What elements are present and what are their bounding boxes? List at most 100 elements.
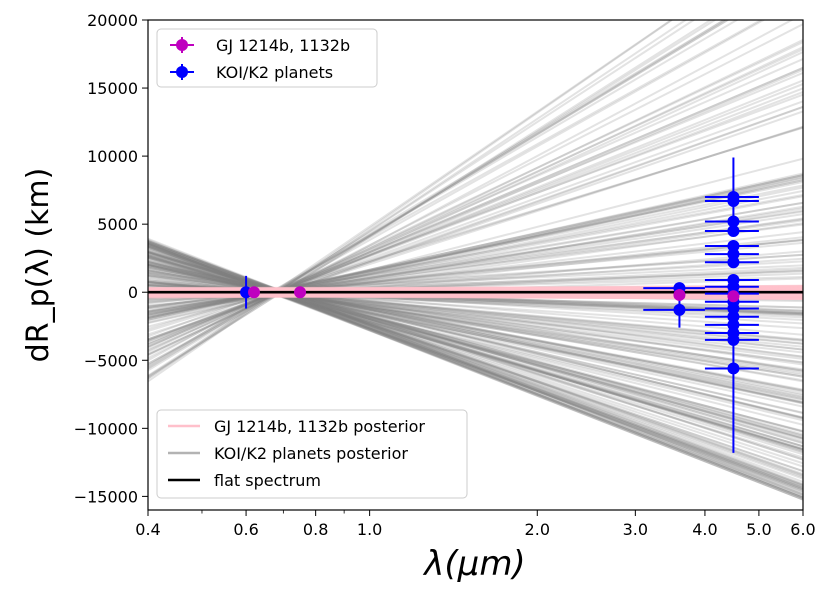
posterior-line [148, 241, 803, 483]
posterior-line [148, 250, 803, 452]
posterior-line [148, 20, 730, 370]
posterior-line [148, 261, 803, 404]
posterior-line [148, 252, 803, 437]
posterior-line [148, 58, 803, 349]
posterior-line [148, 41, 803, 353]
x-tick-label: 5.0 [746, 520, 771, 539]
posterior-line [148, 46, 803, 356]
legend-bottom: GJ 1214b, 1132b posterior KOI/K2 planets… [156, 409, 468, 499]
posterior-line [148, 23, 803, 360]
posterior-line [148, 255, 803, 433]
posterior-line [148, 240, 803, 494]
legend-pink-label: GJ 1214b, 1132b posterior [214, 417, 425, 436]
posterior-line [148, 245, 803, 491]
posterior-line [148, 110, 803, 341]
posterior-line [148, 237, 803, 496]
posterior-line [148, 20, 727, 372]
posterior-line [148, 243, 803, 501]
legend-top-box [156, 28, 378, 88]
posterior-line [148, 244, 803, 492]
legend-gj-marker [176, 39, 188, 51]
posterior-line [148, 242, 803, 499]
posterior-line [148, 239, 803, 490]
y-tick-label: −5000 [84, 351, 138, 370]
koi-point [704, 256, 759, 269]
posterior-line [148, 263, 803, 393]
posterior-line [148, 250, 803, 448]
plot-frame [147, 19, 804, 511]
legend-bottom-box [156, 409, 468, 499]
posterior-line [148, 20, 764, 362]
posterior-line [148, 105, 803, 341]
y-tick-label: 0 [128, 283, 138, 302]
y-tick-label: −10000 [74, 419, 138, 438]
posterior-line [148, 241, 803, 498]
posterior-line [148, 91, 803, 342]
posterior-line [148, 251, 803, 453]
y-tick-label: 10000 [87, 147, 138, 166]
posterior-line [148, 256, 803, 420]
x-tick-label: 0.4 [135, 520, 160, 539]
posterior-line [148, 242, 803, 499]
x-tick-label: 3.0 [623, 520, 648, 539]
x-axis-ticks: 0.4 0.6 0.8 1.0 2.0 3.0 4.0 5.0 6.0 [135, 510, 816, 539]
x-axis-title: λ(μm) [422, 544, 525, 584]
koi-point [704, 224, 759, 237]
legend-gray-label: KOI/K2 planets posterior [214, 444, 408, 463]
x-tick-label: 1.0 [357, 520, 382, 539]
posterior-line [148, 66, 803, 348]
posterior-line [148, 68, 803, 351]
posterior-line [148, 242, 803, 501]
gj-point [294, 286, 307, 299]
posterior-line [148, 83, 803, 345]
y-tick-label: 15000 [87, 79, 138, 98]
posterior-line [148, 39, 803, 357]
data-marker [727, 362, 740, 375]
koi-point [704, 284, 759, 453]
x-tick-label: 6.0 [790, 520, 815, 539]
y-tick-label: 5000 [97, 215, 138, 234]
posterior-line [148, 262, 803, 395]
posterior-line [148, 20, 696, 377]
posterior-line [148, 266, 803, 383]
data-marker [248, 286, 261, 299]
plot-area [148, 20, 803, 501]
posterior-line [148, 260, 803, 404]
gj-point [727, 290, 740, 303]
posterior-line [148, 242, 803, 476]
posterior-line [148, 253, 803, 440]
posterior-line [148, 252, 803, 444]
legend-koi-marker [176, 66, 188, 78]
gj-point [248, 286, 261, 299]
posterior-line [148, 239, 803, 498]
posterior-line [148, 251, 803, 451]
posterior-line [148, 157, 803, 328]
posterior-line [148, 245, 803, 488]
legend-top: GJ 1214b, 1132b KOI/K2 planets [156, 28, 378, 88]
posterior-line [148, 174, 803, 324]
x-tick-label: 0.8 [303, 520, 328, 539]
posterior-line [148, 245, 803, 491]
data-points-group [240, 157, 759, 453]
posterior-line [148, 240, 803, 486]
posterior-line [148, 238, 803, 496]
posterior-line [148, 244, 803, 477]
posterior-line [148, 125, 803, 336]
posterior-line [148, 240, 803, 499]
posterior-line [148, 87, 803, 343]
posterior-line [148, 20, 674, 380]
data-marker [294, 286, 307, 299]
posterior-line [148, 242, 803, 487]
legend-black-label: flat spectrum [214, 471, 321, 490]
posterior-line [148, 20, 717, 378]
posterior-line [148, 263, 803, 397]
koi-point [704, 195, 759, 208]
data-marker [727, 290, 740, 303]
posterior-line [148, 246, 803, 480]
posterior-line [148, 254, 803, 436]
posterior-line [148, 259, 803, 419]
posterior-line [148, 177, 803, 324]
y-tick-label: −15000 [74, 487, 138, 506]
posterior-line [148, 271, 803, 358]
posterior-line [148, 20, 794, 365]
